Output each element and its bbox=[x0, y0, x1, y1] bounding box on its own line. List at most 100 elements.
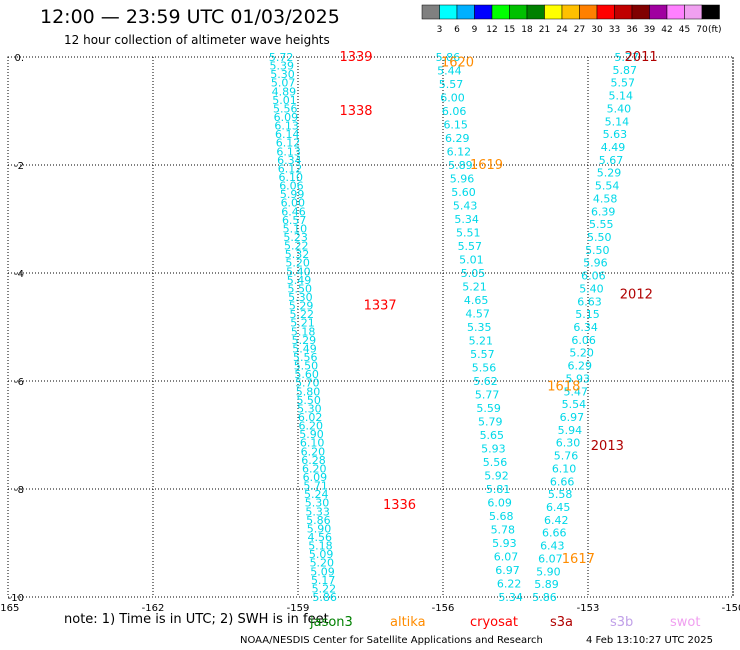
wave-height-point: 5.50 bbox=[585, 244, 610, 257]
wave-height-point: 5.65 bbox=[480, 429, 505, 442]
wave-height-point: 5.77 bbox=[614, 51, 639, 64]
wave-height-point: 6.29 bbox=[567, 360, 592, 373]
wave-height-point: 6.09 bbox=[274, 111, 299, 124]
wave-height-point: 5.55 bbox=[589, 218, 614, 231]
wave-height-point: 5.89 bbox=[448, 159, 473, 172]
wave-height-point: 6.07 bbox=[538, 552, 563, 565]
wave-height-point: 6.12 bbox=[276, 137, 301, 150]
wave-height-point: 6.06 bbox=[581, 270, 606, 283]
wave-height-point: 6.07 bbox=[494, 551, 519, 564]
colorbar-tick-label: 24 bbox=[556, 25, 568, 35]
wave-height-point: 6.10 bbox=[552, 462, 577, 475]
wave-height-point: 5.57 bbox=[458, 240, 483, 253]
wave-height-point: 6.22 bbox=[497, 578, 522, 591]
pass-number-label: 1336 bbox=[383, 498, 416, 513]
wave-height-point: 5.40 bbox=[607, 102, 632, 115]
wave-height-point: 6.97 bbox=[495, 564, 520, 577]
colorbar-tick-label: 45 bbox=[679, 25, 690, 35]
wave-height-point: 5.30 bbox=[297, 402, 322, 415]
wave-height-point: 5.20 bbox=[285, 257, 310, 270]
wave-height-point: 5.50 bbox=[287, 282, 312, 295]
wave-height-point: 5.70 bbox=[295, 377, 320, 390]
wave-height-point: 6.14 bbox=[275, 128, 300, 141]
wave-height-point: 6.34 bbox=[573, 321, 598, 334]
wave-height-point: 5.39 bbox=[270, 60, 295, 73]
chart-subtitle: 12 hour collection of altimeter wave hei… bbox=[64, 33, 330, 47]
wave-height-point: 5.57 bbox=[439, 78, 464, 91]
wave-height-point: 5.86 bbox=[312, 591, 337, 604]
colorbar-tick-label: 33 bbox=[609, 25, 620, 35]
wave-height-point: 5.79 bbox=[478, 416, 503, 429]
colorbar-swatch bbox=[701, 4, 720, 20]
wave-height-point: 5.60 bbox=[294, 368, 319, 381]
wave-height-point: 5.09 bbox=[310, 565, 335, 578]
wave-height-point: 5.49 bbox=[287, 274, 312, 287]
wave-height-point: 5.17 bbox=[311, 574, 336, 587]
mission-legend-item: cryosat bbox=[470, 615, 518, 630]
x-tick-label: -153 bbox=[577, 603, 600, 614]
generated-timestamp: 4 Feb 13:10:27 UTC 2025 bbox=[586, 635, 713, 646]
y-tick-label: -8 bbox=[14, 485, 24, 496]
pass-number-label: 1620 bbox=[441, 55, 474, 70]
wave-height-point: 5.78 bbox=[491, 524, 516, 537]
wave-height-point: 5.71 bbox=[303, 480, 328, 493]
wave-height-point: 4.56 bbox=[308, 531, 333, 544]
pass-number-label: 2011 bbox=[625, 50, 658, 65]
wave-height-point: 6.06 bbox=[442, 105, 467, 118]
wave-height-point: 5.99 bbox=[280, 188, 305, 201]
wave-height-point: 6.09 bbox=[487, 497, 512, 510]
wave-height-point: 5.09 bbox=[309, 548, 334, 561]
wave-height-point: 6.30 bbox=[556, 437, 581, 450]
wave-height-point: 5.50 bbox=[587, 231, 612, 244]
wave-height-point: 5.68 bbox=[489, 510, 514, 523]
wave-height-point: 5.50 bbox=[296, 394, 321, 407]
y-tick-label: -4 bbox=[14, 269, 24, 280]
x-tick-label: -159 bbox=[287, 603, 310, 614]
colorbar-tick-label: 42 bbox=[661, 25, 672, 35]
wave-height-point: 5.56 bbox=[472, 362, 497, 375]
colorbar-tick-label: 21 bbox=[539, 25, 550, 35]
wave-height-point: 5.01 bbox=[272, 94, 297, 107]
pass-number-label: 1338 bbox=[339, 104, 372, 119]
wave-height-point: 5.81 bbox=[486, 483, 511, 496]
wave-height-point: 5.86 bbox=[306, 514, 331, 527]
colorbar-tick-label: 3 bbox=[437, 25, 443, 35]
wave-height-point: 5.93 bbox=[481, 443, 506, 456]
wave-height-point: 5.62 bbox=[473, 375, 498, 388]
wave-height-point: 5.24 bbox=[304, 488, 329, 501]
x-tick-label: -165 bbox=[0, 603, 19, 614]
wave-height-point: 5.86 bbox=[436, 51, 461, 64]
wave-height-point: 5.21 bbox=[469, 335, 494, 348]
colorbar-tick-label: 30 bbox=[591, 25, 603, 35]
wave-height-point: 6.63 bbox=[577, 295, 602, 308]
wave-height-point: 5.34 bbox=[454, 213, 479, 226]
wave-height-point: 6.34 bbox=[277, 154, 302, 167]
y-tick-label: 0. bbox=[14, 53, 24, 64]
wave-height-point: 5.15 bbox=[575, 308, 600, 321]
wave-height-point: 5.29 bbox=[597, 167, 622, 180]
wave-height-point: 5.90 bbox=[299, 428, 324, 441]
wave-height-point: 5.57 bbox=[611, 77, 636, 90]
pass-number-label: 1337 bbox=[364, 298, 397, 313]
wave-height-point: 5.96 bbox=[583, 257, 608, 270]
wave-height-point: 5.29 bbox=[292, 334, 317, 347]
wave-height-point: 6.97 bbox=[560, 411, 585, 424]
wave-height-point: 5.14 bbox=[609, 90, 634, 103]
wave-height-point: 5.86 bbox=[532, 591, 557, 604]
wave-height-point: 5.90 bbox=[307, 522, 332, 535]
wave-height-point: 5.33 bbox=[305, 505, 330, 518]
wave-height-point: 6.12 bbox=[278, 162, 303, 175]
wave-height-point: 5.34 bbox=[498, 591, 523, 604]
wave-height-point: 5.29 bbox=[289, 300, 314, 313]
wave-height-point: 5.67 bbox=[599, 154, 624, 167]
wave-height-point: 6.02 bbox=[298, 411, 323, 424]
wave-height-point: 6.00 bbox=[440, 92, 465, 105]
wave-height-point: 5.54 bbox=[562, 398, 587, 411]
wave-height-point: 5.59 bbox=[476, 402, 501, 415]
wave-height-point: 5.30 bbox=[270, 68, 295, 81]
colorbar-tick-label: 9 bbox=[472, 25, 478, 35]
wave-height-point: 5.20 bbox=[310, 557, 335, 570]
chart-title: 12:00 — 23:59 UTC 01/03/2025 bbox=[40, 6, 340, 28]
wave-height-point: 5.14 bbox=[605, 115, 630, 128]
